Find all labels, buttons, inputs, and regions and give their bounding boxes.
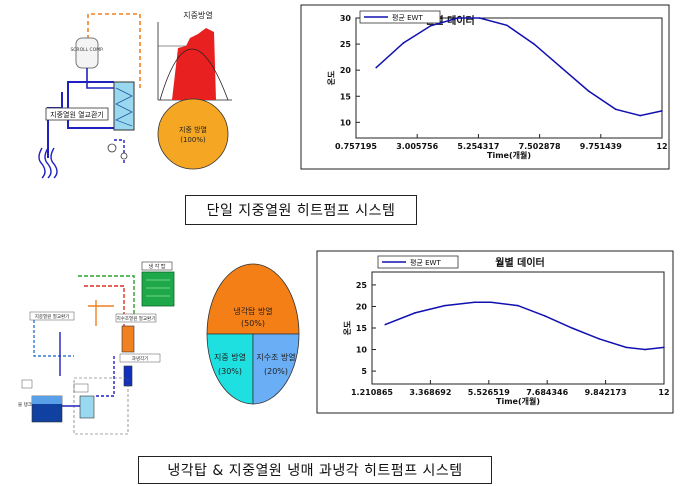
compressor-label: SCROLL COMP. xyxy=(70,47,103,53)
data-point xyxy=(571,327,573,329)
data-point xyxy=(663,346,665,349)
slice-percent-1: (30%) xyxy=(218,367,242,376)
gh-label: 지수조열원 열교환기 xyxy=(117,315,156,322)
series-line xyxy=(375,17,663,117)
y-axis-label: 온도 xyxy=(327,70,336,85)
y-tick-label: 10 xyxy=(340,118,352,127)
x-tick-label: 1.210865 xyxy=(351,388,393,397)
data-point xyxy=(414,312,416,314)
y-tick-label: 25 xyxy=(356,281,368,290)
top-pie-chart: 지중 방열 (100%) xyxy=(157,98,229,170)
y-tick-label: 15 xyxy=(356,324,368,333)
pie-slice-ground xyxy=(206,333,254,405)
series-line xyxy=(384,301,665,351)
y-tick-label: 10 xyxy=(356,346,368,355)
slice-label-0: 냉각탑 방열 xyxy=(233,306,272,316)
x-tick-label: 7.502878 xyxy=(519,142,561,151)
slice-label-1: 지중 방열 xyxy=(214,352,246,362)
cooling-tower xyxy=(141,271,175,307)
x-axis-label: Time(개월) xyxy=(496,396,540,406)
data-point xyxy=(544,315,546,317)
rejection-chart-title: 지중방열 xyxy=(183,10,212,20)
bottom-hx-label: 지중열원 열교환기 xyxy=(35,313,70,320)
x-tick-label: 5.526519 xyxy=(468,388,510,397)
plot-area xyxy=(371,271,665,385)
data-point xyxy=(478,17,481,19)
slice-percent-2: (20%) xyxy=(264,367,288,376)
x-tick-label: 7.684346 xyxy=(526,388,568,397)
x-axis-label: Time(개월) xyxy=(487,150,531,160)
tank-label: 물 탱크 xyxy=(18,401,32,408)
x-tick-label: 0.757195 xyxy=(335,142,377,151)
compressor xyxy=(75,37,99,69)
y-tick-label: 15 xyxy=(340,92,352,101)
single-ground-source-schematic: SCROLL COMP. 지중열원 열교환기 xyxy=(38,13,141,179)
subcooler xyxy=(123,365,133,387)
legend-box xyxy=(377,255,459,269)
plot-area xyxy=(355,17,663,139)
slice-label-2: 지수조 방열 xyxy=(256,352,295,362)
data-point xyxy=(375,66,378,69)
x-tick-label: 3.005756 xyxy=(396,142,438,151)
x-tick-label: 9.842173 xyxy=(585,388,627,397)
data-point xyxy=(443,304,446,307)
small-heat-exchanger xyxy=(79,395,95,419)
pie-slice-water-tank xyxy=(252,333,300,405)
chart-title: 월별 데이터 xyxy=(495,256,544,269)
data-point xyxy=(560,66,563,69)
line-chart-top: 10 15 20 25 30 0.757195 3.005756 5.254317 7.5028… xyxy=(300,4,670,170)
y-tick-label: 5 xyxy=(361,367,367,376)
data-point xyxy=(517,304,519,307)
data-point xyxy=(639,114,642,117)
x-tick-label: 12 xyxy=(658,388,669,397)
x-tick-label: 5.254317 xyxy=(457,142,499,151)
y-axis-label: 온도 xyxy=(343,320,352,335)
data-point xyxy=(506,24,508,27)
plate-heat-exchanger xyxy=(121,325,135,353)
tower-label: 냉 각 탑 xyxy=(149,263,166,270)
y-tick-label: 30 xyxy=(340,14,352,23)
bottom-pie-chart: 냉각탑 방열 (50%) 지중 방열 (30%) 지수조 방열 (20%) xyxy=(206,263,300,405)
data-point xyxy=(625,346,627,349)
hx-label: 지중열원 열교환기 xyxy=(50,110,104,119)
data-point xyxy=(614,108,617,111)
ground-heat-rejection-chart: 지중방열 xyxy=(157,10,232,101)
data-point xyxy=(533,43,535,45)
heat-exchanger xyxy=(113,81,135,131)
top-caption: 단일 지중열원 히트펌프 시스템 xyxy=(185,195,417,225)
data-point xyxy=(457,17,459,19)
legend-label: 평균 EWT xyxy=(392,13,423,22)
bottom-caption: 냉각탑 & 지중열원 냉매 과냉각 히트펌프 시스템 xyxy=(138,456,492,484)
line-chart-bottom: 5 10 15 20 25 1.210865 3.368692 5.526519 7.68434… xyxy=(316,250,674,414)
pie-slice-cooling-tower xyxy=(206,263,300,335)
y-tick-label: 20 xyxy=(356,302,368,311)
data-point xyxy=(384,323,387,326)
top-pie-label: 지중 방열 xyxy=(179,125,207,134)
x-tick-label: 3.368692 xyxy=(409,388,451,397)
rejection-area xyxy=(172,28,216,100)
y-tick-label: 25 xyxy=(340,40,352,49)
subcooler-label: 과냉각기 xyxy=(132,355,149,362)
data-point xyxy=(402,42,405,44)
data-point xyxy=(473,301,476,303)
data-point xyxy=(587,90,590,92)
data-point xyxy=(598,337,600,340)
top-pie-percent: (100%) xyxy=(180,136,206,144)
x-tick-label: 9.751439 xyxy=(580,142,622,151)
cooling-tower-schematic: 냉 각 탑 지중열원 열교환기 지수조열원 열교환기 과냉각기 물 탱크 xyxy=(18,261,175,435)
legend-label: 평균 EWT xyxy=(410,258,441,267)
data-point xyxy=(489,301,492,303)
data-point xyxy=(661,110,663,112)
y-tick-label: 20 xyxy=(340,66,352,75)
x-tick-label: 12 xyxy=(656,142,667,151)
data-point xyxy=(644,348,646,351)
legend-box xyxy=(359,10,441,24)
slice-percent-0: (50%) xyxy=(241,319,265,328)
data-point xyxy=(429,25,432,27)
